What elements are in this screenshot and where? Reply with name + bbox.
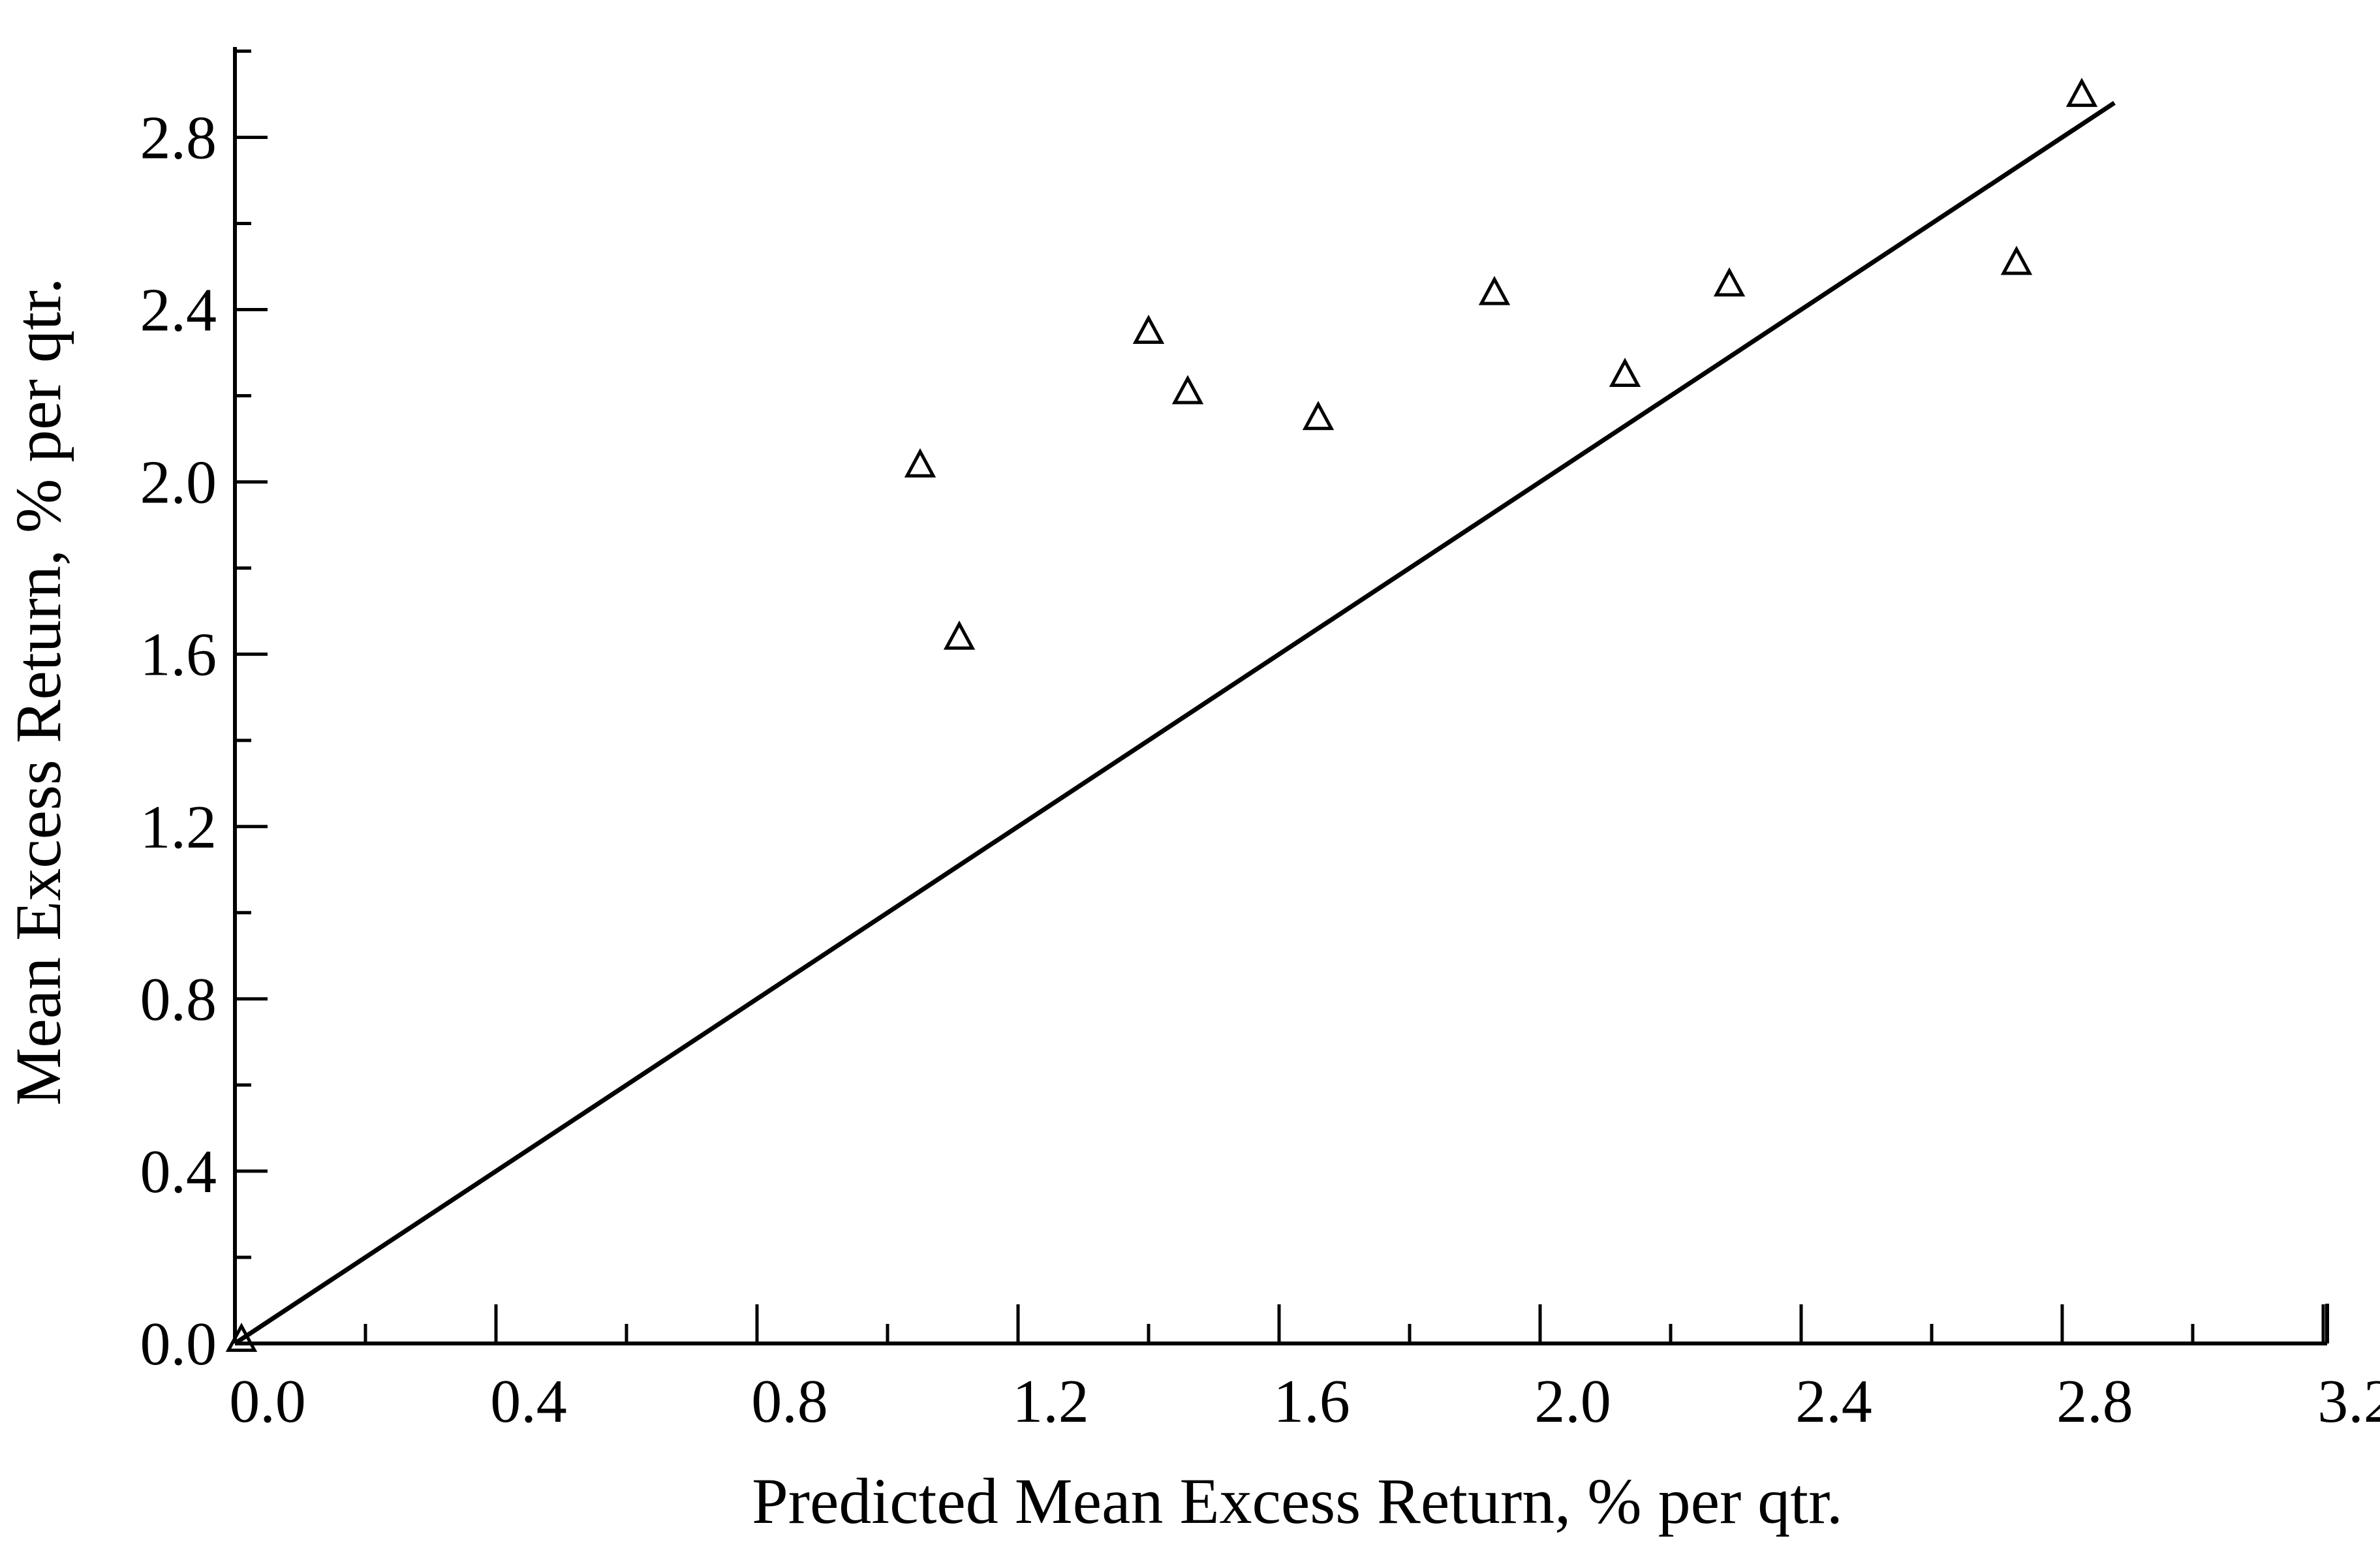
x-tick-label: 1.2 [1012, 1368, 1089, 1435]
y-tick-label: 0.4 [140, 1138, 217, 1206]
x-tick-labels: 0.0 0.4 0.8 1.2 1.6 2.0 2.4 2.8 3.2 [229, 1368, 2380, 1435]
y-tick-label: 0.0 [140, 1310, 217, 1378]
y-tick-label: 1.2 [140, 793, 217, 861]
data-point-triangle [943, 621, 976, 650]
x-tick-label: 0.4 [490, 1368, 567, 1435]
reference-line-group [234, 100, 2116, 1345]
x-tick-label: 0.0 [229, 1368, 306, 1435]
x-tick-label: 2.0 [1534, 1368, 1611, 1435]
data-point-triangle [1478, 275, 1511, 305]
x-tick-label: 1.6 [1273, 1368, 1350, 1435]
data-point-triangle [1713, 267, 1746, 297]
y-tick-label: 1.6 [140, 621, 217, 689]
data-point-triangle [1171, 375, 1204, 405]
x-tick-label: 2.4 [1795, 1368, 1872, 1435]
data-point-triangle [904, 448, 936, 478]
y-tick-labels: 0.00.40.81.21.62.02.42.83.2 [140, 104, 217, 1378]
x-tick-label: 2.8 [2056, 1368, 2133, 1435]
y-ticks [235, 49, 268, 1345]
data-point-triangle [225, 1323, 258, 1352]
data-point-triangle [1132, 314, 1165, 345]
y-tick-label: 2.4 [140, 277, 217, 345]
data-point-triangle [1609, 358, 1641, 388]
x-tick-label: 0.8 [751, 1368, 828, 1435]
x-tick-label: 3.2 [2317, 1368, 2380, 1435]
x-axis-title: Predicted Mean Excess Return, % per qtr. [752, 1465, 1843, 1537]
axes [233, 47, 2329, 1345]
data-point-triangle [1302, 401, 1335, 431]
reference-line [234, 100, 2116, 1345]
data-point-triangle [2000, 245, 2033, 275]
y-axis-title: Mean Excess Return, % per qtr. [2, 277, 74, 1105]
data-point-triangle [2065, 78, 2098, 107]
y-tick-label: 2.0 [140, 449, 217, 517]
y-tick-label: 0.8 [140, 966, 217, 1034]
y-tick-label: 2.8 [140, 104, 217, 172]
x-ticks [233, 1304, 2325, 1343]
data-points [225, 78, 2098, 1352]
